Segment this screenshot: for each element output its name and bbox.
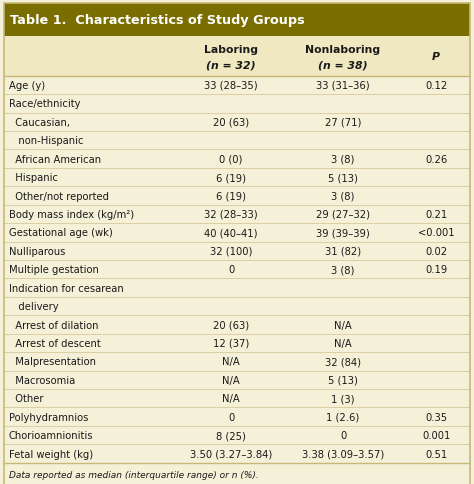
Text: N/A: N/A xyxy=(222,375,240,385)
Text: delivery: delivery xyxy=(9,302,59,312)
Bar xyxy=(4,463,470,484)
Bar xyxy=(4,352,470,371)
Bar xyxy=(4,76,470,95)
Text: Macrosomia: Macrosomia xyxy=(9,375,75,385)
Text: P: P xyxy=(432,52,440,62)
Text: 5 (13): 5 (13) xyxy=(328,375,358,385)
Text: 0.21: 0.21 xyxy=(425,210,447,220)
Text: 0.001: 0.001 xyxy=(422,430,450,440)
Text: 12 (37): 12 (37) xyxy=(213,338,249,348)
Bar xyxy=(4,444,470,463)
Text: <0.001: <0.001 xyxy=(418,228,455,238)
Text: 0.19: 0.19 xyxy=(425,265,447,275)
Text: Malpresentation: Malpresentation xyxy=(9,357,96,367)
Text: 6 (19): 6 (19) xyxy=(216,173,246,183)
Text: Arrest of dilation: Arrest of dilation xyxy=(9,320,99,330)
Text: non-Hispanic: non-Hispanic xyxy=(9,136,83,146)
Text: 3.50 (3.27–3.84): 3.50 (3.27–3.84) xyxy=(190,449,272,459)
Bar xyxy=(4,95,470,113)
Text: 0 (0): 0 (0) xyxy=(219,154,243,165)
Text: 3.38 (3.09–3.57): 3.38 (3.09–3.57) xyxy=(302,449,384,459)
Text: N/A: N/A xyxy=(222,357,240,367)
Text: Table 1.  Characteristics of Study Groups: Table 1. Characteristics of Study Groups xyxy=(10,14,305,27)
Text: 1 (2.6): 1 (2.6) xyxy=(327,412,360,422)
Bar xyxy=(4,132,470,150)
Text: Nulliparous: Nulliparous xyxy=(9,246,65,257)
Text: 0.12: 0.12 xyxy=(425,81,447,91)
Text: Gestational age (wk): Gestational age (wk) xyxy=(9,228,113,238)
Text: African American: African American xyxy=(9,154,101,165)
Bar xyxy=(4,389,470,408)
Bar xyxy=(4,408,470,426)
Text: 0: 0 xyxy=(228,265,234,275)
Text: 8 (25): 8 (25) xyxy=(216,430,246,440)
Text: 32 (28–33): 32 (28–33) xyxy=(204,210,258,220)
Text: 33 (28–35): 33 (28–35) xyxy=(204,81,258,91)
Text: 0.26: 0.26 xyxy=(425,154,447,165)
Text: N/A: N/A xyxy=(334,338,352,348)
Bar xyxy=(4,187,470,205)
Text: 29 (27–32): 29 (27–32) xyxy=(316,210,370,220)
Text: 6 (19): 6 (19) xyxy=(216,191,246,201)
Text: 27 (71): 27 (71) xyxy=(325,118,361,128)
Text: 5 (13): 5 (13) xyxy=(328,173,358,183)
Text: Chorioamnionitis: Chorioamnionitis xyxy=(9,430,93,440)
Bar xyxy=(4,4,470,37)
Bar xyxy=(4,334,470,352)
Text: Body mass index (kg/m²): Body mass index (kg/m²) xyxy=(9,210,134,220)
Text: 3 (8): 3 (8) xyxy=(331,154,355,165)
Text: (n = 32): (n = 32) xyxy=(206,60,256,71)
Text: 20 (63): 20 (63) xyxy=(213,320,249,330)
Text: 3 (8): 3 (8) xyxy=(331,191,355,201)
Bar xyxy=(4,242,470,260)
Text: 0.02: 0.02 xyxy=(425,246,447,257)
Text: 20 (63): 20 (63) xyxy=(213,118,249,128)
Bar xyxy=(4,260,470,279)
Bar xyxy=(4,37,470,76)
Bar xyxy=(4,168,470,187)
Text: 33 (31–36): 33 (31–36) xyxy=(316,81,370,91)
Text: Other: Other xyxy=(9,393,44,404)
Text: Laboring: Laboring xyxy=(204,45,258,55)
Text: Fetal weight (kg): Fetal weight (kg) xyxy=(9,449,93,459)
Text: 0.35: 0.35 xyxy=(425,412,447,422)
Text: 32 (100): 32 (100) xyxy=(210,246,252,257)
Text: Polyhydramnios: Polyhydramnios xyxy=(9,412,88,422)
Text: 3 (8): 3 (8) xyxy=(331,265,355,275)
Text: 1 (3): 1 (3) xyxy=(331,393,355,404)
Bar xyxy=(4,279,470,297)
Text: 31 (82): 31 (82) xyxy=(325,246,361,257)
Text: N/A: N/A xyxy=(222,393,240,404)
Text: Race/ethnicity: Race/ethnicity xyxy=(9,99,81,109)
Text: 40 (40–41): 40 (40–41) xyxy=(204,228,258,238)
Bar xyxy=(4,426,470,444)
Bar xyxy=(4,224,470,242)
Text: 32 (84): 32 (84) xyxy=(325,357,361,367)
Text: Hispanic: Hispanic xyxy=(9,173,58,183)
Bar xyxy=(4,205,470,224)
Bar xyxy=(4,371,470,389)
Text: Nonlaboring: Nonlaboring xyxy=(305,45,381,55)
Text: Data reported as median (interquartile range) or n (%).: Data reported as median (interquartile r… xyxy=(9,470,259,480)
Bar xyxy=(4,150,470,168)
Text: 0.51: 0.51 xyxy=(425,449,447,459)
Text: 39 (39–39): 39 (39–39) xyxy=(316,228,370,238)
Text: 0: 0 xyxy=(228,412,234,422)
Bar xyxy=(4,297,470,316)
Text: N/A: N/A xyxy=(334,320,352,330)
Text: Indication for cesarean: Indication for cesarean xyxy=(9,283,124,293)
Text: Caucasian,: Caucasian, xyxy=(9,118,70,128)
Text: 0: 0 xyxy=(340,430,346,440)
Text: Other/not reported: Other/not reported xyxy=(9,191,109,201)
Text: Arrest of descent: Arrest of descent xyxy=(9,338,101,348)
Text: Age (y): Age (y) xyxy=(9,81,45,91)
Bar xyxy=(4,316,470,334)
Bar xyxy=(4,113,470,132)
Text: (n = 38): (n = 38) xyxy=(318,60,368,71)
Text: Multiple gestation: Multiple gestation xyxy=(9,265,99,275)
